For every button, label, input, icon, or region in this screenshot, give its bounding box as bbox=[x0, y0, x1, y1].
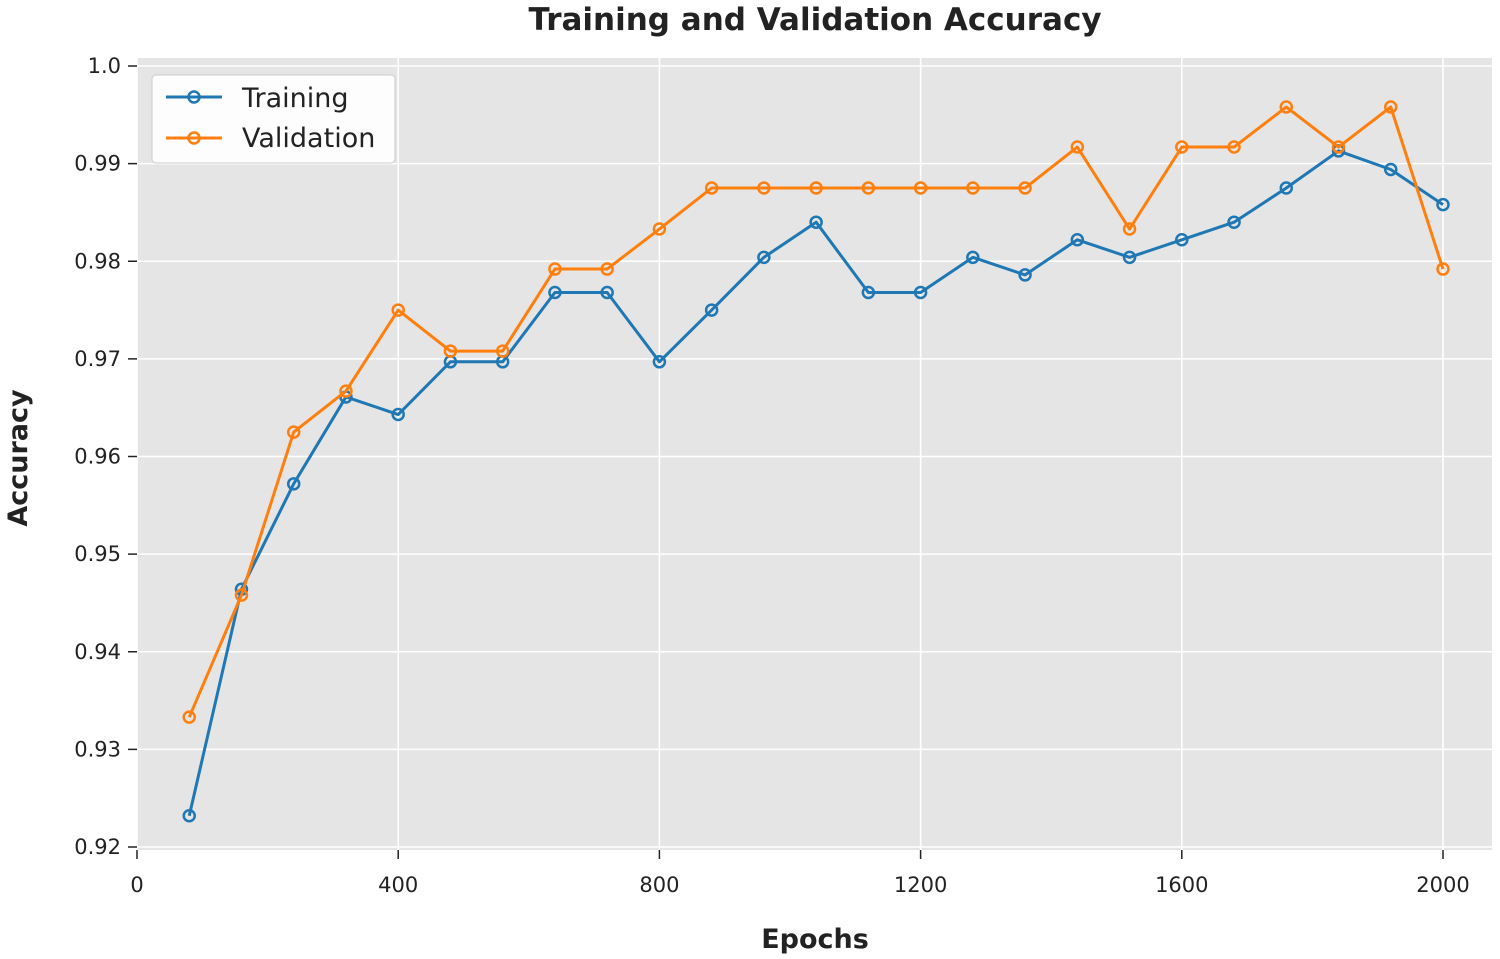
data-point-validation bbox=[1070, 140, 1085, 154]
legend-label-training: Training bbox=[241, 83, 349, 114]
data-point-training bbox=[809, 215, 823, 229]
data-point-training bbox=[1175, 233, 1189, 247]
data-point-training bbox=[548, 285, 562, 300]
series-lines bbox=[182, 100, 1450, 823]
y-tick-label: 0.99 bbox=[74, 152, 121, 176]
data-point-training bbox=[600, 285, 614, 300]
y-tick-label: 1.0 bbox=[88, 54, 121, 78]
data-point-training bbox=[704, 303, 719, 317]
y-axis-label: Accuracy bbox=[3, 389, 34, 527]
data-point-training bbox=[1122, 250, 1137, 265]
data-point-validation bbox=[1279, 100, 1294, 114]
data-point-validation bbox=[443, 344, 458, 358]
y-tick-label: 0.96 bbox=[74, 445, 121, 469]
legend-marker-training bbox=[187, 90, 201, 104]
legend-marker-validation bbox=[187, 131, 201, 145]
data-point-training bbox=[1436, 197, 1450, 212]
data-point-training bbox=[1070, 233, 1085, 247]
data-point-training bbox=[1279, 181, 1294, 195]
data-point-validation bbox=[600, 262, 614, 276]
data-point-validation bbox=[809, 181, 823, 195]
grid bbox=[136, 58, 1492, 850]
legend: Training Validation bbox=[151, 74, 396, 164]
legend-label-validation: Validation bbox=[242, 123, 375, 154]
data-point-validation bbox=[966, 181, 980, 195]
data-point-validation bbox=[1227, 140, 1241, 154]
plot-area bbox=[137, 58, 1492, 850]
x-tick-label: 1600 bbox=[1155, 873, 1208, 897]
data-point-validation bbox=[339, 384, 353, 398]
data-point-validation bbox=[652, 222, 667, 236]
data-point-validation bbox=[1018, 181, 1032, 195]
x-tick-label: 1200 bbox=[894, 873, 947, 897]
data-point-validation bbox=[861, 181, 876, 195]
chart-title: Training and Validation Accuracy bbox=[528, 2, 1101, 38]
data-point-validation bbox=[704, 181, 719, 195]
data-point-validation bbox=[913, 181, 928, 195]
data-point-validation bbox=[1331, 140, 1346, 154]
x-axis-label: Epochs bbox=[761, 924, 869, 955]
data-point-validation bbox=[495, 344, 510, 358]
data-point-validation bbox=[234, 588, 249, 602]
data-point-training bbox=[913, 285, 928, 300]
x-tick-label: 2000 bbox=[1416, 873, 1469, 897]
data-point-validation bbox=[391, 303, 405, 317]
data-point-validation bbox=[548, 262, 562, 276]
data-point-training bbox=[391, 407, 405, 422]
data-point-validation bbox=[1384, 100, 1398, 114]
series-line-training bbox=[187, 149, 1444, 817]
data-point-validation bbox=[1122, 222, 1137, 236]
data-point-training bbox=[861, 285, 876, 300]
data-point-training bbox=[966, 250, 980, 265]
y-tick-label: 0.93 bbox=[74, 737, 121, 761]
y-tick-label: 0.98 bbox=[74, 249, 121, 273]
x-tick-label: 800 bbox=[639, 873, 679, 897]
data-point-validation bbox=[757, 181, 771, 195]
data-point-training bbox=[1227, 215, 1241, 229]
data-point-training bbox=[286, 477, 301, 491]
data-point-training bbox=[652, 355, 667, 369]
data-point-validation bbox=[182, 710, 196, 724]
data-point-training bbox=[182, 809, 196, 823]
data-point-training bbox=[757, 250, 771, 265]
data-point-validation bbox=[1175, 140, 1189, 154]
x-tick-label: 400 bbox=[378, 873, 418, 897]
x-tick-label: 0 bbox=[130, 873, 143, 897]
data-point-validation bbox=[1436, 262, 1450, 276]
y-tick-label: 0.97 bbox=[74, 347, 121, 371]
series-line-validation bbox=[187, 105, 1445, 718]
y-tick-label: 0.94 bbox=[74, 640, 121, 664]
y-tick-label: 0.92 bbox=[74, 835, 121, 859]
data-point-training bbox=[1018, 268, 1032, 282]
data-point-validation bbox=[286, 425, 301, 439]
y-tick-label: 0.95 bbox=[74, 542, 121, 566]
axis-ticks: 0.92 0.93 0.94 0.95 0.96 0.97 0.98 0.99 1.0 0 400 8… bbox=[74, 54, 1469, 897]
data-point-training bbox=[1384, 162, 1398, 177]
